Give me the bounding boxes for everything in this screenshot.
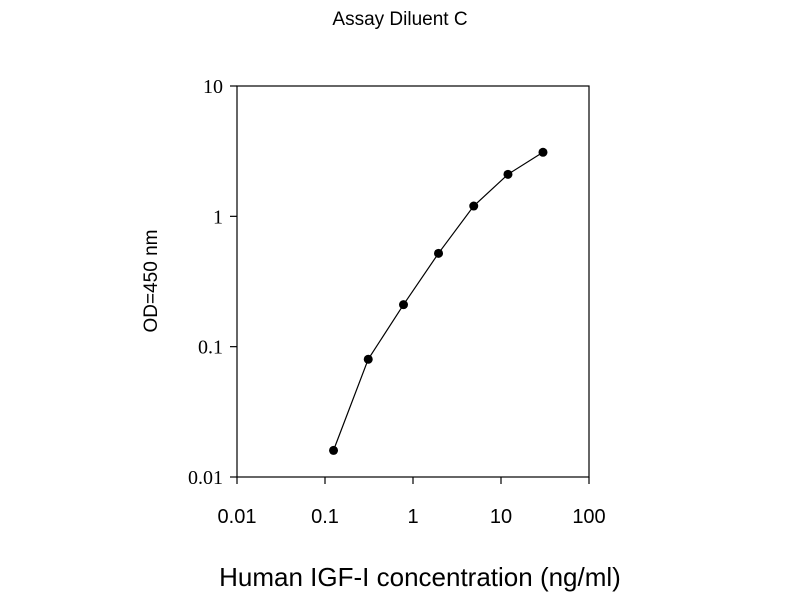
tick-marks (230, 85, 590, 484)
chart-title: Assay Diluent C (332, 9, 467, 30)
data-point (538, 147, 548, 157)
data-point (503, 169, 513, 179)
data-points (329, 147, 548, 455)
data-point (399, 300, 409, 310)
y-tick-label: 10 (203, 76, 223, 98)
x-tick-label: 10 (490, 506, 512, 528)
x-tick-label: 0.1 (311, 506, 339, 528)
y-tick-label: 1 (213, 206, 223, 228)
data-point (469, 201, 479, 211)
y-tick-label: 0.01 (188, 467, 223, 489)
series-line (332, 151, 544, 451)
data-point (434, 248, 444, 258)
x-tick-label: 100 (572, 506, 605, 528)
y-axis-label: OD=450 nm (141, 230, 162, 333)
x-tick-label: 0.01 (218, 506, 257, 528)
y-tick-labels: 10 1 0.1 0.01 (188, 76, 223, 489)
y-tick-label: 0.1 (198, 337, 223, 359)
x-tick-label: 1 (407, 506, 418, 528)
x-axis-label: Human IGF-I concentration (ng/ml) (219, 562, 621, 592)
plot-frame (236, 85, 590, 478)
data-point (329, 445, 339, 455)
data-point (363, 354, 373, 364)
x-tick-labels: 0.01 0.1 1 10 100 (218, 506, 606, 528)
